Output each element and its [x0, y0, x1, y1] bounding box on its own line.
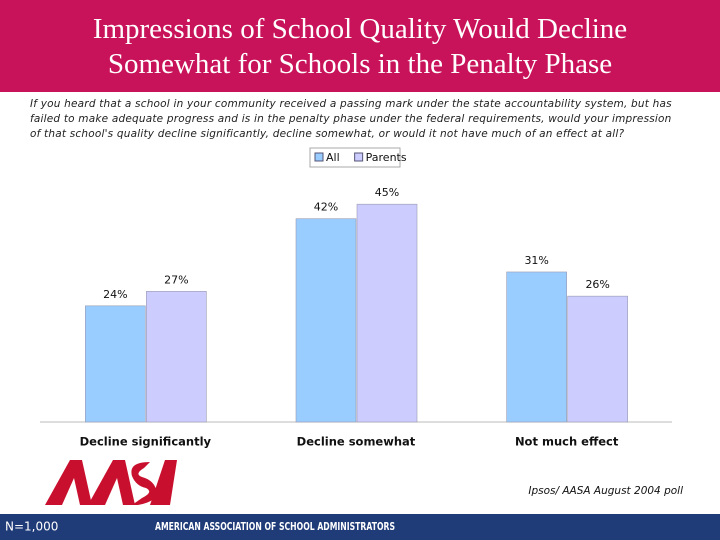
- bar: [85, 305, 146, 423]
- value-label: 27%: [164, 273, 188, 286]
- bar: [356, 203, 418, 423]
- value-label: 24%: [103, 288, 127, 301]
- bar: [506, 271, 567, 423]
- legend-swatch: [314, 152, 324, 162]
- logo: [45, 460, 177, 505]
- bar: [295, 218, 357, 423]
- sample-size: N=1,000: [5, 520, 58, 534]
- bar: [146, 291, 207, 423]
- bar: [567, 295, 628, 423]
- x-tick-label: Decline significantly: [80, 435, 212, 449]
- value-label: 42%: [314, 201, 338, 214]
- legend-swatch: [354, 152, 364, 162]
- source: Ipsos/ AASA August 2004 poll: [528, 485, 683, 497]
- value-label: 31%: [524, 254, 548, 267]
- x-tick-label: Not much effect: [515, 435, 619, 449]
- organization: AMERICAN ASSOCIATION OF SCHOOL ADMINISTR…: [155, 521, 395, 533]
- x-tick-label: Decline somewhat: [297, 435, 416, 449]
- legend-label: All: [326, 151, 340, 164]
- value-label: 26%: [585, 278, 609, 291]
- legend-label: Parents: [366, 151, 407, 164]
- footer-bar: [0, 514, 720, 540]
- chart-subtitle: If you heard that a school in your commu…: [30, 98, 672, 140]
- title-band: [0, 0, 720, 92]
- chart-title: Impressions of School Quality Would Decl…: [92, 13, 628, 80]
- value-label: 45%: [375, 186, 399, 199]
